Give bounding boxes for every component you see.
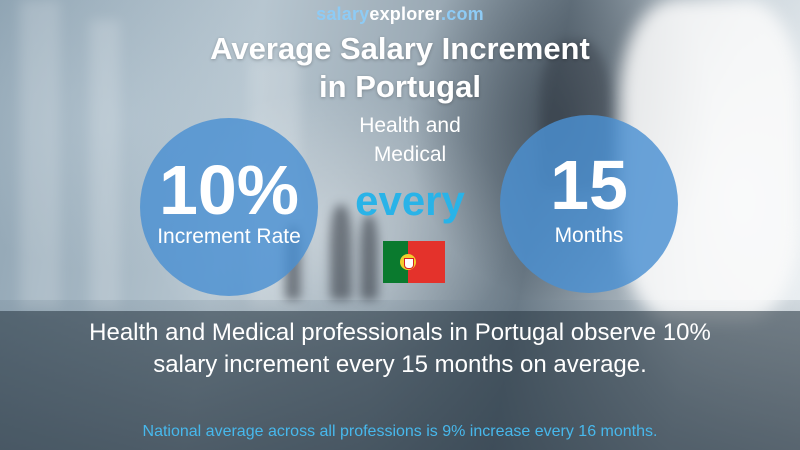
increment-rate-circle: 10% Increment Rate [140,118,318,296]
national-average-note: National average across all professions … [142,423,658,440]
logo-part-salary: salary [316,4,370,24]
description-band [0,311,800,450]
title-line-2: in Portugal [319,69,481,104]
portugal-flag-icon [383,241,445,283]
summary-line-2: salary increment every 15 months on aver… [153,351,647,378]
every-connector: every [355,177,465,224]
title-line-1: Average Salary Increment [210,31,590,66]
page-title: Average Salary Increment in Portugal [150,30,650,106]
summary-line-1: Health and Medical professionals in Port… [89,319,711,346]
summary-text: Health and Medical professionals in Port… [20,317,780,381]
logo-part-domain: .com [441,4,484,24]
logo-part-explorer: explorer [369,4,442,24]
interval-label: Months [554,224,624,247]
category-line-2: Medical [373,143,447,166]
category-line-1: Health and [359,114,461,137]
interval-value: 15 [550,146,628,224]
site-logo[interactable]: salaryexplorer.com [0,4,800,25]
job-category: Health and Medical [300,111,520,169]
interval-circle: 15 Months [500,115,678,293]
increment-rate-label: Increment Rate [157,225,301,248]
increment-rate-value: 10% [158,151,300,229]
